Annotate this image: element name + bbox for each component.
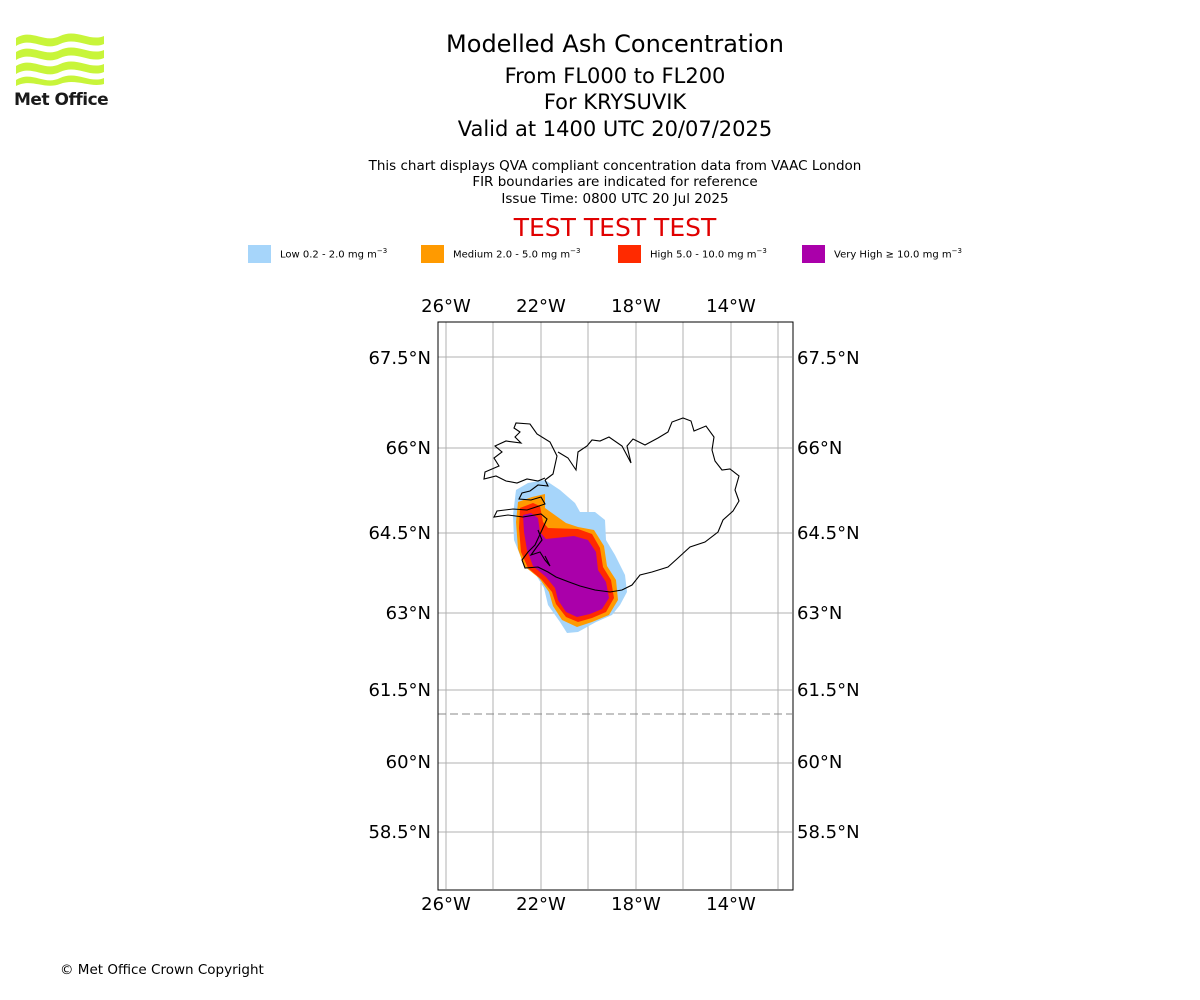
lat-tick-right-67-5n: 67.5°N — [797, 348, 860, 369]
lat-tick-left-67-5n: 67.5°N — [368, 348, 431, 369]
map-grid — [438, 322, 792, 889]
legend-item-low: Low 0.2 - 2.0 mg m−3 — [248, 244, 387, 264]
legend-swatch-very-high — [802, 245, 825, 263]
legend-label-low: Low 0.2 - 2.0 mg m — [280, 249, 377, 261]
lon-tick-bottom-18w: 18°W — [611, 894, 661, 915]
flight-level-range: From FL000 to FL200 — [504, 64, 726, 88]
legend: Low 0.2 - 2.0 mg m−3 Medium 2.0 - 5.0 mg… — [0, 244, 1200, 264]
issue-time: Issue Time: 0800 UTC 20 Jul 2025 — [501, 191, 729, 207]
legend-swatch-medium — [421, 245, 444, 263]
legend-item-high: High 5.0 - 10.0 mg m−3 — [618, 244, 767, 264]
subtitle-fir: FIR boundaries are indicated for referen… — [472, 174, 758, 190]
logo-text: Met Office — [14, 90, 109, 110]
lat-tick-left-60n: 60°N — [386, 752, 431, 773]
map-frame — [437, 321, 794, 891]
lon-tick-bottom-14w: 14°W — [706, 894, 756, 915]
legend-label-high: High 5.0 - 10.0 mg m — [650, 249, 757, 261]
met-office-logo: Met Office — [14, 30, 109, 112]
lat-tick-right-64-5n: 64.5°N — [797, 523, 860, 544]
lat-tick-left-63n: 63°N — [386, 603, 431, 624]
subtitle-compliance: This chart displays QVA compliant concen… — [368, 158, 862, 174]
copyright-notice: © Met Office Crown Copyright — [60, 962, 264, 978]
iceland-coastline — [483, 417, 740, 593]
lat-tick-left-58-5n: 58.5°N — [368, 822, 431, 843]
lat-tick-left-66n: 66°N — [386, 438, 431, 459]
lon-tick-top-18w: 18°W — [611, 296, 661, 317]
lon-tick-top-26w: 26°W — [421, 296, 471, 317]
ash-layer-very-high — [523, 513, 609, 617]
legend-item-very-high: Very High ≥ 10.0 mg m−3 — [802, 244, 962, 264]
legend-label-medium: Medium 2.0 - 5.0 mg m — [453, 249, 571, 261]
lon-tick-top-14w: 14°W — [706, 296, 756, 317]
legend-swatch-low — [248, 245, 271, 263]
legend-label-very-high: Very High ≥ 10.0 mg m — [834, 249, 952, 261]
lon-tick-top-22w: 22°W — [516, 296, 566, 317]
test-banner: TEST TEST TEST — [513, 213, 717, 242]
volcano-name: For KRYSUVIK — [543, 90, 687, 114]
lat-tick-left-61-5n: 61.5°N — [368, 680, 431, 701]
legend-swatch-high — [618, 245, 641, 263]
lon-tick-bottom-22w: 22°W — [516, 894, 566, 915]
lon-tick-bottom-26w: 26°W — [421, 894, 471, 915]
lat-tick-right-63n: 63°N — [797, 603, 842, 624]
lat-tick-right-66n: 66°N — [797, 438, 842, 459]
valid-time: Valid at 1400 UTC 20/07/2025 — [457, 117, 773, 141]
legend-item-medium: Medium 2.0 - 5.0 mg m−3 — [421, 244, 580, 264]
lat-tick-right-61-5n: 61.5°N — [797, 680, 860, 701]
lat-tick-right-60n: 60°N — [797, 752, 842, 773]
met-office-waves-icon — [16, 33, 104, 86]
lat-tick-right-58-5n: 58.5°N — [797, 822, 860, 843]
chart-title: Modelled Ash Concentration — [446, 30, 784, 58]
lat-tick-left-64-5n: 64.5°N — [368, 523, 431, 544]
